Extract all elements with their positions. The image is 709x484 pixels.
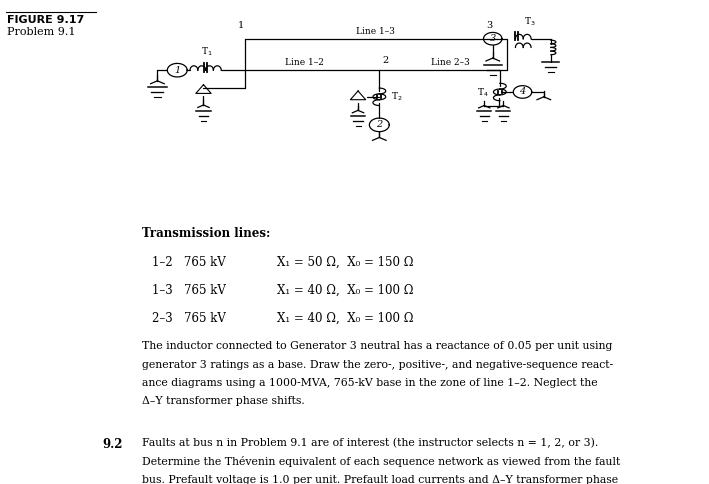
Text: 3: 3 (486, 21, 492, 30)
Text: T$_1$: T$_1$ (201, 45, 213, 58)
Text: 1: 1 (238, 21, 244, 30)
Text: generator 3 ratings as a base. Draw the zero-, positive-, and negative-sequence : generator 3 ratings as a base. Draw the … (142, 360, 613, 370)
Text: bus. Prefault voltage is 1.0 per unit. Prefault load currents and Δ–Y transforme: bus. Prefault voltage is 1.0 per unit. P… (142, 475, 618, 484)
Text: Line 2–3: Line 2–3 (431, 58, 469, 67)
Text: ance diagrams using a 1000-MVA, 765-kV base in the zone of line 1–2. Neglect the: ance diagrams using a 1000-MVA, 765-kV b… (142, 378, 598, 388)
Text: Transmission lines:: Transmission lines: (142, 227, 270, 241)
Text: 2: 2 (383, 56, 389, 65)
Text: 1–3   765 kV: 1–3 765 kV (152, 284, 226, 297)
Text: Determine the Thévenin equivalent of each sequence network as viewed from the fa: Determine the Thévenin equivalent of eac… (142, 456, 620, 468)
Text: 1–2   765 kV: 1–2 765 kV (152, 256, 226, 269)
Text: T$_2$: T$_2$ (391, 91, 402, 103)
Text: 1: 1 (174, 66, 180, 75)
Text: T$_4$: T$_4$ (476, 86, 489, 99)
Text: Δ–Y transformer phase shifts.: Δ–Y transformer phase shifts. (142, 396, 305, 407)
Text: 9.2: 9.2 (103, 438, 123, 451)
Text: The inductor connected to Generator 3 neutral has a reactance of 0.05 per unit u: The inductor connected to Generator 3 ne… (142, 341, 612, 351)
Text: FIGURE 9.17: FIGURE 9.17 (7, 15, 84, 25)
Text: T$_3$: T$_3$ (524, 15, 535, 28)
Text: X₁ = 50 Ω,  X₀ = 150 Ω: X₁ = 50 Ω, X₀ = 150 Ω (277, 256, 413, 269)
Text: Line 1–3: Line 1–3 (357, 27, 395, 36)
Text: Line 1–2: Line 1–2 (286, 58, 324, 67)
Text: 3: 3 (490, 34, 496, 43)
Text: Faults at bus n in Problem 9.1 are of interest (the instructor selects n = 1, 2,: Faults at bus n in Problem 9.1 are of in… (142, 438, 598, 448)
Text: X₁ = 40 Ω,  X₀ = 100 Ω: X₁ = 40 Ω, X₀ = 100 Ω (277, 284, 413, 297)
Text: 2: 2 (376, 121, 382, 129)
Text: Problem 9.1: Problem 9.1 (7, 27, 76, 37)
Text: X₁ = 40 Ω,  X₀ = 100 Ω: X₁ = 40 Ω, X₀ = 100 Ω (277, 312, 413, 325)
Text: 2–3   765 kV: 2–3 765 kV (152, 312, 226, 325)
Text: 4: 4 (520, 88, 525, 96)
